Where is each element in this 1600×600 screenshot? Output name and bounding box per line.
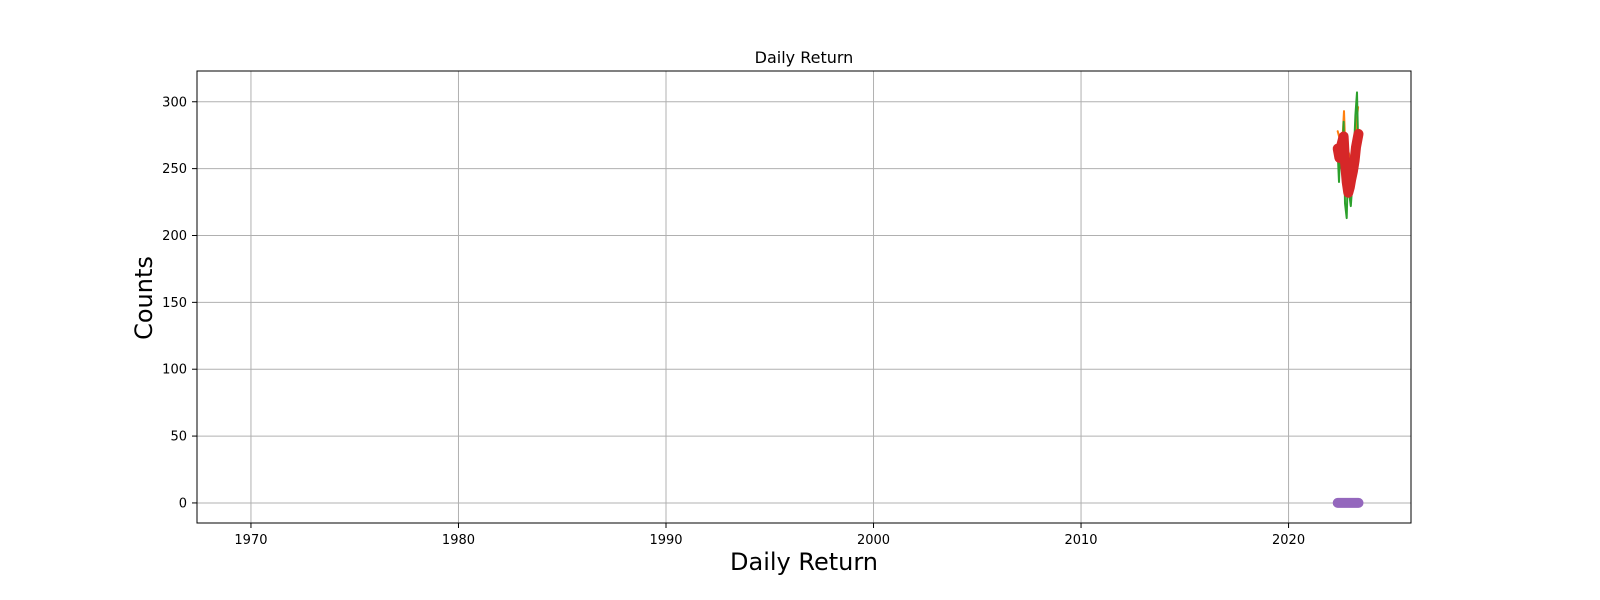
y-tick-label: 50 — [170, 430, 187, 445]
x-tick-label: 2010 — [1064, 533, 1097, 548]
series-close — [1332, 128, 1364, 198]
y-tick-label: 300 — [162, 95, 187, 110]
x-tick-label: 1990 — [649, 533, 682, 548]
y-tick-label: 0 — [179, 496, 187, 511]
y-axis-label: Counts — [130, 256, 158, 340]
y-tick-label: 100 — [162, 363, 187, 378]
x-axis-label: Daily Return — [730, 548, 878, 576]
grid-lines — [197, 71, 1411, 523]
y-tick-label: 200 — [162, 229, 187, 244]
x-tick-label: 1980 — [442, 533, 475, 548]
y-tick-label: 250 — [162, 162, 187, 177]
chart-title: Daily Return — [755, 48, 854, 67]
x-tick-label: 2020 — [1272, 533, 1305, 548]
plot-area-frame — [196, 70, 1412, 524]
y-tick-label: 150 — [162, 296, 187, 311]
series-layer — [1332, 91, 1364, 508]
x-tick-label: 1970 — [234, 533, 267, 548]
x-tick-label: 2000 — [857, 533, 890, 548]
axis-ticks: 1970 1980 1990 2000 2010 2020 0 50 100 150 200 250 3… — [162, 95, 1305, 548]
